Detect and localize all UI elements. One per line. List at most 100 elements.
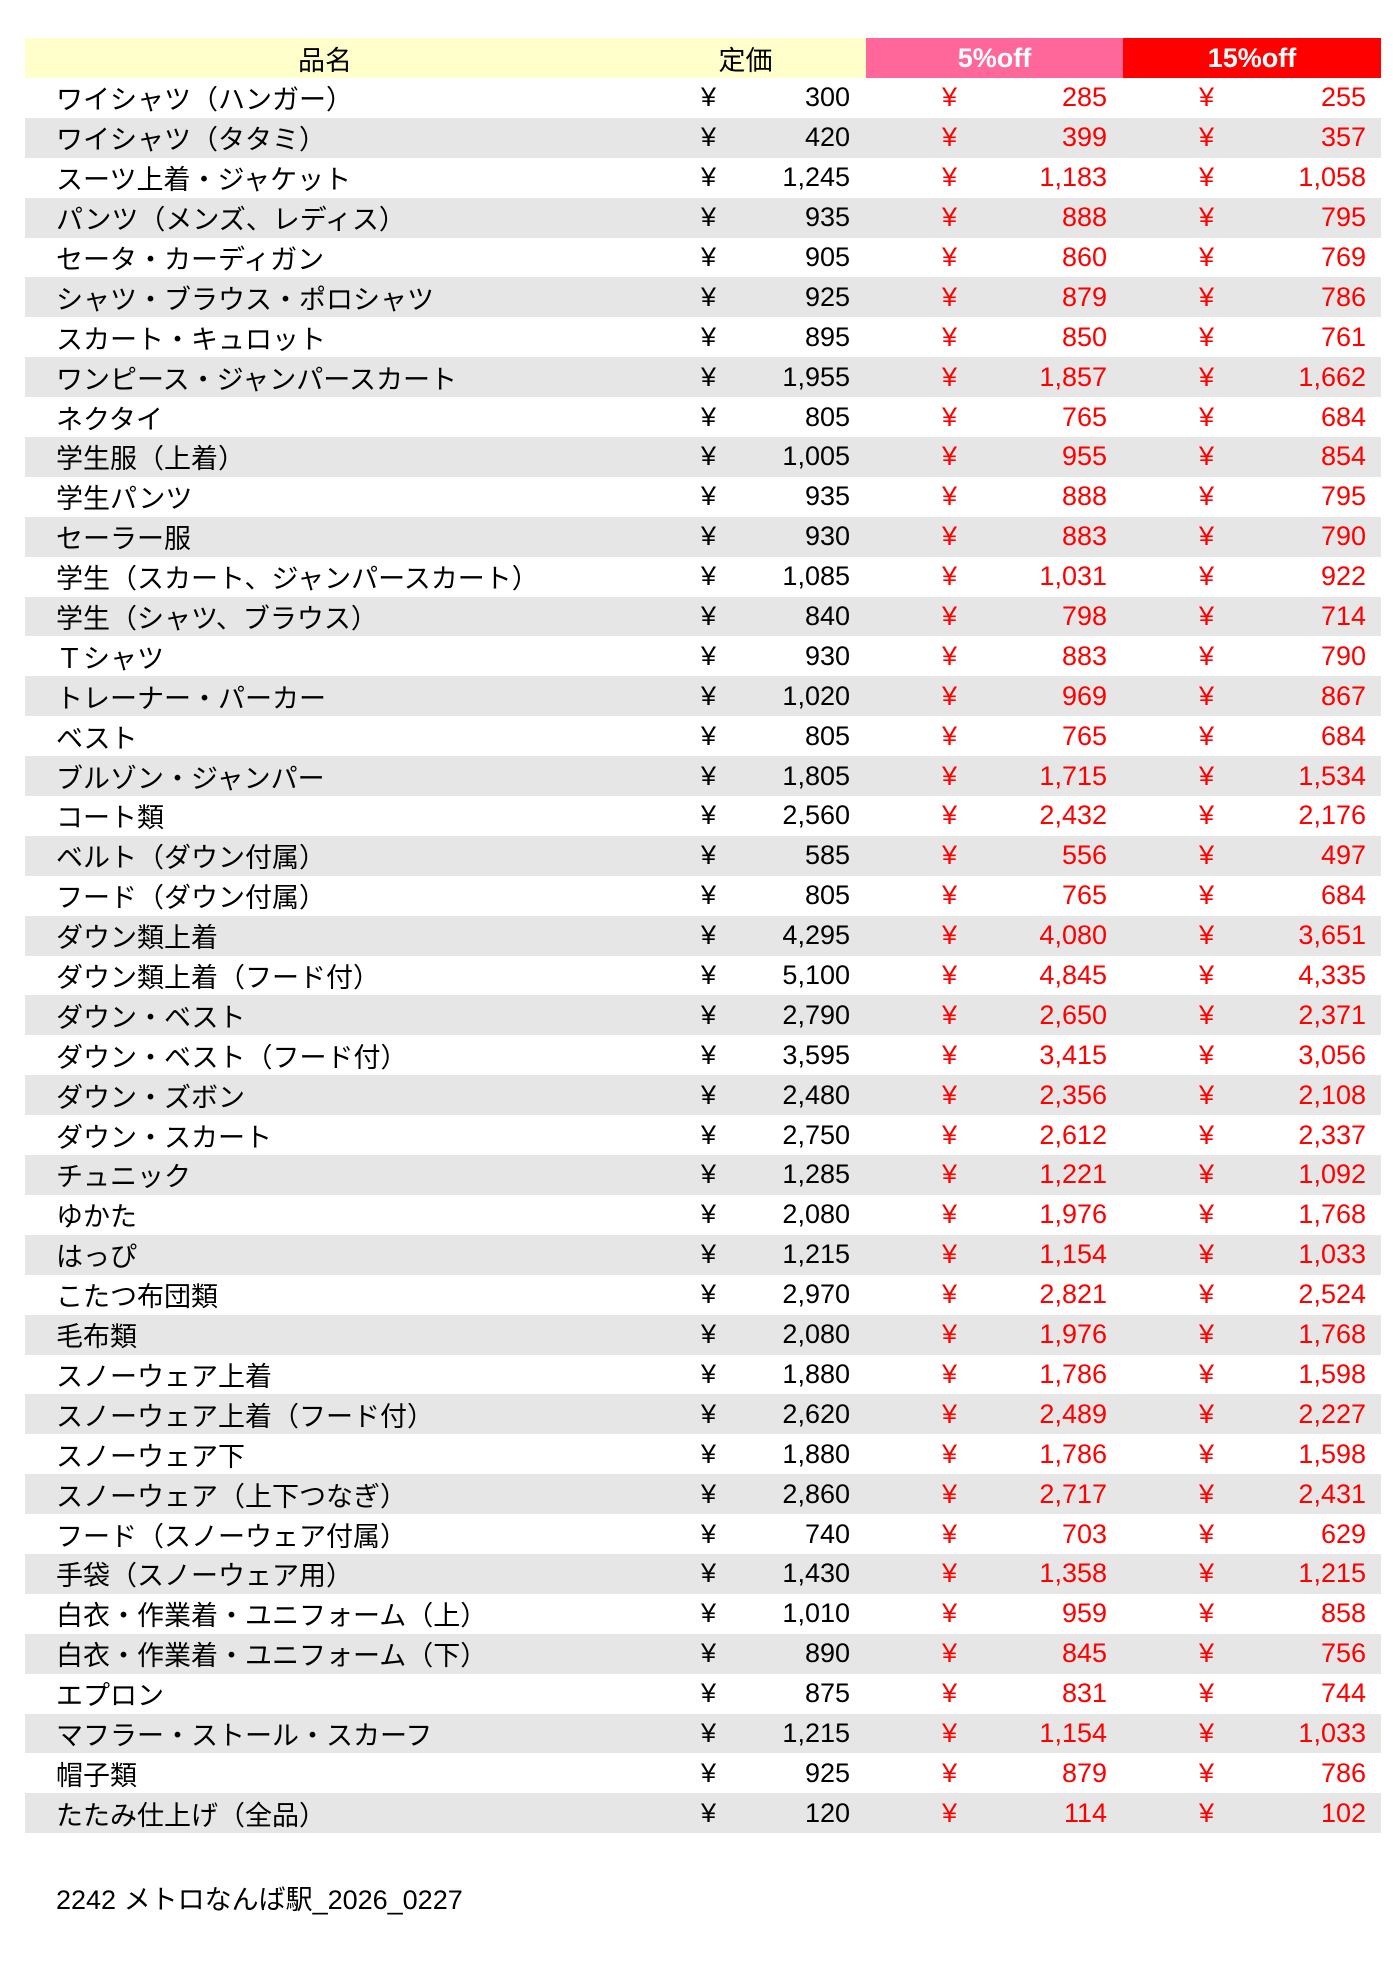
currency-symbol: ¥: [1199, 640, 1215, 671]
item-name: スノーウェア下: [56, 1441, 245, 1472]
amount: 790: [1320, 640, 1366, 671]
amount: 925: [804, 1757, 850, 1788]
price-5off: ¥845: [866, 1638, 1123, 1669]
amount: 879: [1061, 1757, 1107, 1788]
item-name: ダウン・ベスト（フード付）: [56, 1042, 408, 1073]
amount: 930: [804, 640, 850, 671]
list-price: ¥1,245: [625, 162, 866, 193]
amount: 845: [1061, 1638, 1107, 1669]
list-price: ¥2,080: [625, 1199, 866, 1230]
item-name: スノーウェア（上下つなぎ）: [56, 1481, 407, 1512]
currency-symbol: ¥: [1199, 1598, 1215, 1629]
amount: 1,598: [1298, 1358, 1366, 1389]
price-5off: ¥1,976: [866, 1199, 1123, 1230]
currency-symbol: ¥: [1199, 1039, 1215, 1070]
amount: 740: [804, 1518, 850, 1549]
currency-symbol: ¥: [701, 760, 717, 791]
list-price: ¥2,080: [625, 1319, 866, 1350]
amount: 1,092: [1298, 1159, 1366, 1190]
amount: 850: [1061, 321, 1107, 352]
currency-symbol: ¥: [942, 1239, 958, 1270]
table-row: エプロン ¥875 ¥831 ¥744: [25, 1674, 1381, 1714]
price-5off: ¥883: [866, 641, 1123, 672]
table-row: スノーウェア下 ¥1,880 ¥1,786 ¥1,598: [25, 1434, 1381, 1474]
list-price: ¥895: [625, 322, 866, 353]
amount: 1,154: [1039, 1717, 1107, 1748]
item-name: スノーウェア上着（フード付）: [56, 1401, 434, 1432]
amount: 714: [1320, 601, 1366, 632]
table-row: セーラー服 ¥930 ¥883 ¥790: [25, 516, 1381, 557]
footer-store-label: 2242 メトロなんば駅_2026_0227: [56, 1885, 463, 1915]
amount: 2,432: [1039, 800, 1107, 831]
currency-symbol: ¥: [701, 1598, 717, 1629]
amount: 875: [804, 1678, 850, 1709]
amount: 2,080: [782, 1199, 850, 1230]
amount: 3,056: [1298, 1039, 1366, 1070]
list-price: ¥1,955: [625, 362, 866, 393]
table-row: フード（ダウン付属） ¥805 ¥765 ¥684: [25, 876, 1381, 916]
table-row: ダウン類上着 ¥4,295 ¥4,080 ¥3,651: [25, 915, 1381, 956]
table-row: ダウン・ズボン ¥2,480 ¥2,356 ¥2,108: [25, 1075, 1381, 1116]
amount: 895: [804, 321, 850, 352]
table-row: はっぴ ¥1,215 ¥1,154 ¥1,033: [25, 1234, 1381, 1275]
list-price: ¥1,430: [625, 1558, 866, 1589]
currency-symbol: ¥: [1199, 401, 1215, 432]
currency-symbol: ¥: [701, 840, 717, 871]
amount: 497: [1320, 840, 1366, 871]
currency-symbol: ¥: [1199, 202, 1215, 233]
price-5off: ¥1,786: [866, 1359, 1123, 1390]
currency-symbol: ¥: [1199, 481, 1215, 512]
currency-symbol: ¥: [701, 1199, 717, 1230]
list-price: ¥2,480: [625, 1080, 866, 1111]
amount: 1,880: [782, 1438, 850, 1469]
currency-symbol: ¥: [701, 1079, 717, 1110]
amount: 2,431: [1298, 1478, 1366, 1509]
price-15off: ¥1,033: [1123, 1239, 1381, 1270]
currency-symbol: ¥: [701, 1678, 717, 1709]
currency-symbol: ¥: [1199, 1119, 1215, 1150]
currency-symbol: ¥: [1199, 800, 1215, 831]
currency-symbol: ¥: [942, 680, 958, 711]
item-name: ダウン類上着: [56, 923, 218, 954]
amount: 684: [1320, 720, 1366, 751]
table-row: シャツ・ブラウス・ポロシャツ ¥925 ¥879 ¥786: [25, 277, 1381, 318]
currency-symbol: ¥: [1199, 1478, 1215, 1509]
currency-symbol: ¥: [701, 122, 717, 153]
currency-symbol: ¥: [1199, 162, 1215, 193]
currency-symbol: ¥: [1199, 82, 1215, 113]
item-name: ゆかた: [56, 1202, 137, 1233]
amount: 1,031: [1039, 561, 1107, 592]
price-15off: ¥102: [1123, 1798, 1381, 1829]
item-name: ネクタイ: [56, 404, 163, 435]
item-name: 学生（シャツ、ブラウス）: [56, 604, 378, 635]
price-15off: ¥922: [1123, 561, 1381, 592]
list-price: ¥875: [625, 1678, 866, 1709]
price-5off: ¥399: [866, 122, 1123, 153]
list-price: ¥2,790: [625, 1000, 866, 1031]
table-row: ダウン・スカート ¥2,750 ¥2,612 ¥2,337: [25, 1115, 1381, 1155]
item-name: スーツ上着・ジャケット: [56, 165, 352, 196]
currency-symbol: ¥: [942, 1797, 958, 1828]
currency-symbol: ¥: [942, 1438, 958, 1469]
price-5off: ¥955: [866, 441, 1123, 472]
amount: 786: [1320, 281, 1366, 312]
currency-symbol: ¥: [701, 1558, 717, 1589]
currency-symbol: ¥: [1199, 242, 1215, 272]
table-row: ワンピース・ジャンパースカート ¥1,955 ¥1,857 ¥1,662: [25, 357, 1381, 398]
item-name: エプロン: [56, 1681, 164, 1712]
price-15off: ¥2,227: [1123, 1399, 1381, 1430]
item-name: ベスト: [56, 723, 138, 754]
price-5off: ¥2,717: [866, 1479, 1123, 1510]
price-5off: ¥1,976: [866, 1319, 1123, 1350]
list-price: ¥1,010: [625, 1598, 866, 1629]
amount: 890: [804, 1638, 850, 1669]
currency-symbol: ¥: [1199, 1398, 1215, 1429]
header-5off: 5%off: [866, 38, 1123, 78]
list-price: ¥420: [625, 122, 866, 153]
table-row: スーツ上着・ジャケット ¥1,245 ¥1,183 ¥1,058: [25, 158, 1381, 198]
currency-symbol: ¥: [1199, 840, 1215, 871]
item-name: ダウン・ベスト: [56, 1002, 246, 1033]
amount: 1,768: [1298, 1319, 1366, 1350]
price-5off: ¥1,031: [866, 561, 1123, 592]
amount: 1,215: [782, 1717, 850, 1748]
